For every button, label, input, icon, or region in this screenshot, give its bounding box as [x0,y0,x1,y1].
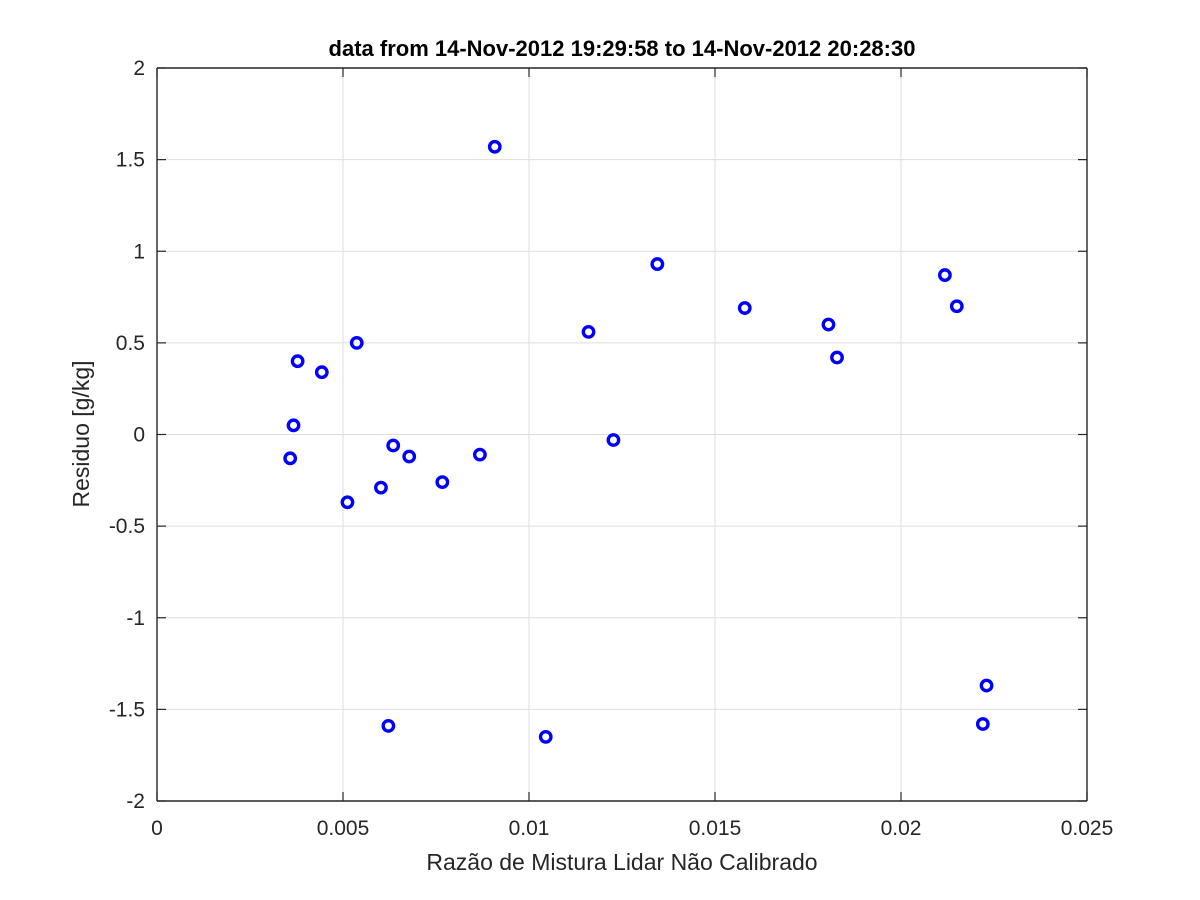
y-tick-label: 0 [133,424,145,447]
data-point [374,480,388,495]
data-point [821,317,836,332]
data-point [606,433,621,447]
data-point [435,475,450,490]
y-tick-label: 1.5 [116,149,145,172]
data-point [386,438,401,453]
x-tick-label: 0.005 [317,817,370,840]
x-tick-label: 0 [151,817,163,840]
data-point [830,350,844,365]
data-point [290,354,305,369]
data-point [937,268,952,282]
data-point [979,678,994,693]
x-tick-label: 0.015 [689,817,742,840]
data-point [349,335,364,350]
y-tick-label: -0.5 [109,515,145,538]
y-tick-label: -2 [126,790,145,813]
y-tick-label: -1.5 [109,698,145,721]
data-point [650,257,665,271]
x-tick-label: 0.025 [1061,817,1114,840]
data-point [949,299,964,314]
y-tick-label: 2 [133,57,145,80]
data-point [472,447,487,462]
grid [157,68,1087,801]
data-point [286,418,301,433]
data-point [402,449,417,464]
ticks: 0 0.005 0.01 0.015 0.02 0.025 2 1.5 1 0.5 0 -0.5 -1 -… [109,57,1113,840]
data-point [283,451,298,466]
y-tick-label: 0.5 [116,332,145,355]
data-point [314,365,329,380]
data-point [538,729,553,744]
y-axis-label: Residuo [g/kg] [68,360,94,507]
y-tick-label: -1 [126,607,145,630]
data-point [581,324,596,339]
data-point [381,718,396,733]
y-tick-label: 1 [133,240,145,263]
data-point [487,139,502,154]
data-point [737,301,752,315]
x-tick-label: 0.02 [881,817,922,840]
x-tick-label: 0.01 [509,817,550,840]
chart-title: data from 14-Nov-2012 19:29:58 to 14-Nov… [329,36,916,61]
data-points [283,139,994,744]
data-point [340,495,355,510]
x-axis-label: Razão de Mistura Lidar Não Calibrado [426,849,817,875]
data-point [975,717,990,731]
